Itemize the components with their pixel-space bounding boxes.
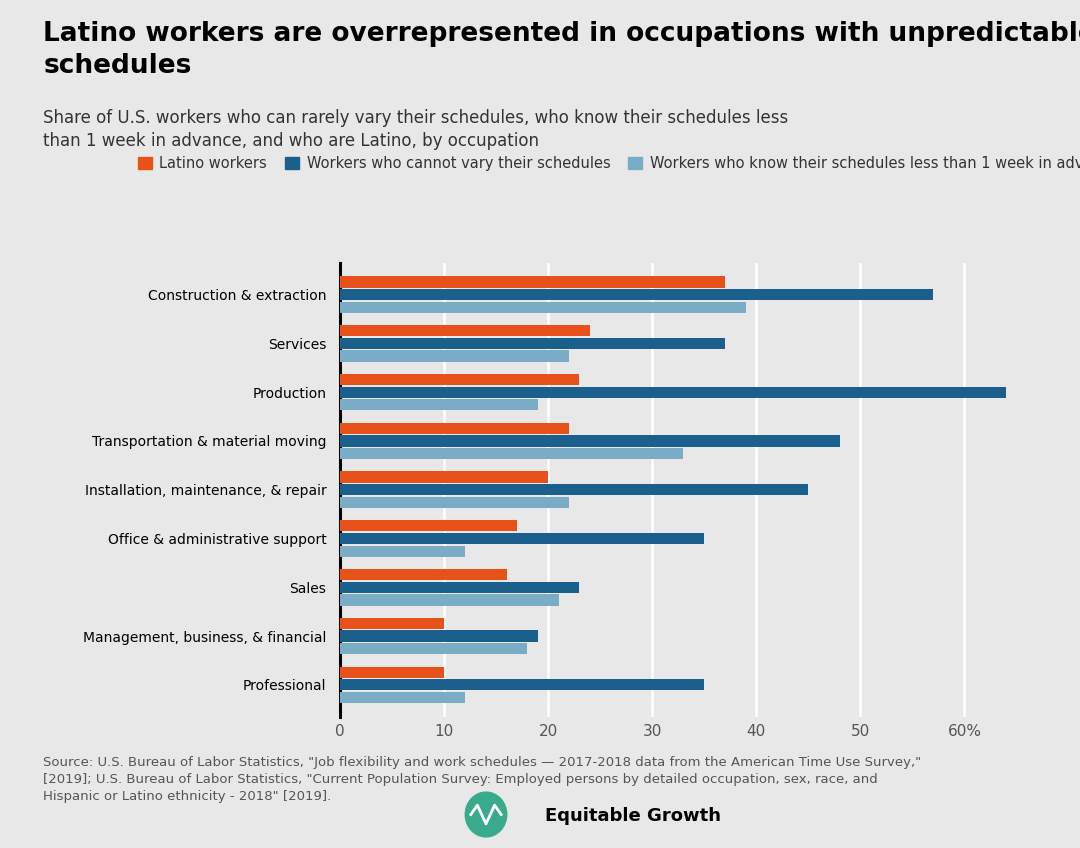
Bar (340, 448, 684, 460)
Bar (340, 643, 527, 655)
Text: Equitable Growth: Equitable Growth (545, 806, 721, 825)
Bar (340, 679, 704, 690)
Text: Share of U.S. workers who can rarely vary their schedules, who know their schedu: Share of U.S. workers who can rarely var… (43, 109, 788, 150)
Bar (340, 471, 549, 483)
Bar (340, 399, 538, 410)
Bar (340, 582, 580, 593)
Bar (340, 594, 558, 605)
Legend: Latino workers, Workers who cannot vary their schedules, Workers who know their : Latino workers, Workers who cannot vary … (132, 150, 1080, 176)
Bar (340, 533, 704, 544)
Bar (340, 497, 569, 508)
Bar (340, 435, 839, 447)
Bar (340, 484, 808, 495)
Bar (340, 618, 444, 629)
Bar (340, 545, 465, 557)
Bar (340, 276, 725, 287)
Bar (340, 692, 465, 703)
Circle shape (465, 792, 507, 837)
Bar (340, 289, 933, 300)
Text: Latino workers are overrepresented in occupations with unpredictable
schedules: Latino workers are overrepresented in oc… (43, 21, 1080, 79)
Bar (340, 569, 507, 580)
Bar (340, 350, 569, 361)
Text: Source: U.S. Bureau of Labor Statistics, "Job flexibility and work schedules — 2: Source: U.S. Bureau of Labor Statistics,… (43, 756, 921, 803)
Bar (340, 374, 580, 385)
Bar (340, 520, 517, 532)
Bar (340, 387, 1005, 398)
Bar (340, 302, 746, 313)
Bar (340, 325, 590, 337)
Bar (340, 338, 725, 349)
Bar (340, 667, 444, 678)
Bar (340, 422, 569, 434)
Bar (340, 630, 538, 642)
